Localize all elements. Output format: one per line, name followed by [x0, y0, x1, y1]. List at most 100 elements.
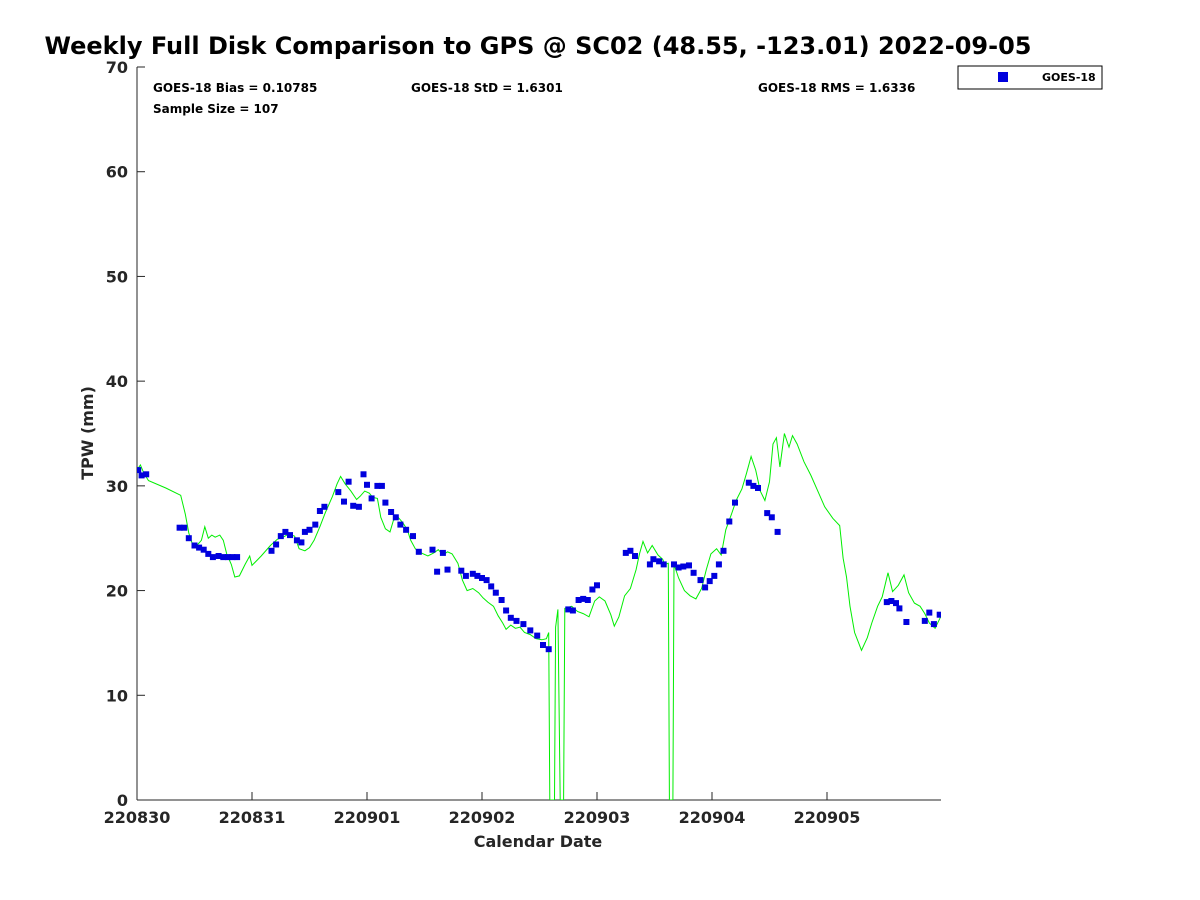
goes18-point	[434, 568, 441, 575]
goes18-point	[234, 554, 241, 561]
goes18-point	[138, 472, 145, 479]
goes18-point	[224, 554, 231, 561]
goes18-point	[936, 611, 941, 618]
goes18-point	[439, 549, 446, 556]
goes18-point	[930, 621, 937, 628]
goes18-point	[498, 597, 505, 603]
goes18-point	[287, 532, 293, 539]
y-tick-label: 30	[106, 477, 128, 496]
goes18-point	[565, 606, 572, 613]
goes18-point	[627, 547, 634, 554]
y-tick-label: 70	[106, 58, 128, 77]
goes18-point	[209, 554, 216, 561]
goes18-point	[277, 533, 284, 540]
goes18-point	[921, 617, 928, 624]
x-tick-label: 220901	[334, 808, 401, 827]
goes18-point	[745, 479, 752, 486]
y-tick-label: 0	[117, 791, 128, 810]
goes18-point	[293, 537, 300, 544]
goes18-point	[312, 521, 319, 528]
x-tick-label: 220831	[219, 808, 286, 827]
goes18-point	[569, 607, 576, 614]
plot-area: 0 10 20 30 40 50 60 70 220830 220831 220901 220902 2…	[104, 58, 941, 827]
goes18-point	[469, 570, 476, 577]
goes18-point	[282, 528, 289, 535]
goes18-point	[306, 526, 313, 533]
goes18-point	[388, 509, 395, 515]
goes18-point	[176, 524, 183, 531]
goes18-point	[479, 575, 485, 581]
goes18-point	[680, 563, 687, 570]
goes18-point	[768, 514, 775, 521]
goes18-point	[181, 524, 188, 531]
goes18-point	[200, 546, 207, 553]
goes18-point	[392, 514, 399, 521]
goes18-point	[335, 489, 342, 496]
goes18-point	[774, 528, 781, 535]
y-tick-label: 10	[106, 686, 128, 705]
goes18-point	[368, 495, 375, 502]
goes18-point	[697, 577, 704, 584]
goes18-point	[650, 556, 657, 563]
goes18-point	[360, 471, 367, 478]
legend: GOES-18	[957, 65, 1103, 90]
goes18-point	[893, 600, 899, 607]
goes18-point	[229, 554, 236, 561]
goes18-point	[403, 526, 410, 533]
chart-title: Weekly Full Disk Comparison to GPS @ SC0…	[45, 32, 1032, 60]
goes18-point	[660, 561, 667, 568]
goes18-point	[584, 597, 591, 603]
y-tick-label: 20	[106, 582, 128, 601]
legend-marker-goes18	[998, 72, 1008, 82]
goes18-point	[488, 583, 495, 590]
y-axis-label: TPW (mm)	[78, 386, 97, 480]
goes18-point	[671, 561, 677, 568]
goes18-point	[301, 528, 308, 535]
goes18-point	[534, 632, 541, 639]
goes18-point	[196, 544, 203, 551]
x-tick-label: 220903	[564, 808, 631, 827]
goes18-point	[143, 471, 150, 478]
goes18-point	[755, 485, 761, 491]
goes18-point	[429, 546, 436, 553]
goes18-point	[507, 614, 514, 621]
x-tick-label: 220902	[449, 808, 516, 827]
goes18-point	[220, 554, 227, 561]
goes18-point	[690, 569, 697, 576]
goes18-point	[883, 599, 890, 606]
goes18-point	[888, 598, 895, 604]
x-tick-label: 220830	[104, 808, 171, 827]
goes18-point	[321, 503, 328, 510]
goes18-point	[726, 518, 733, 525]
goes18-point	[397, 521, 404, 528]
stat-bias: GOES-18 Bias = 0.10785	[153, 81, 317, 95]
legend-box	[957, 65, 1103, 90]
goes18-point	[594, 582, 600, 589]
goes18-point	[545, 646, 552, 653]
goes18-point	[316, 508, 323, 514]
goes18-point	[926, 609, 933, 616]
x-tick-label: 220905	[794, 808, 861, 827]
goes18-point	[298, 539, 305, 546]
goes18-point	[378, 482, 385, 489]
goes18-point	[715, 561, 722, 568]
goes18-point	[575, 597, 582, 603]
goes18-point	[483, 577, 490, 584]
goes18-point	[374, 482, 381, 489]
goes18-point	[364, 481, 370, 488]
goes18-point	[341, 498, 347, 505]
goes18-point	[589, 586, 596, 593]
goes18-point	[137, 467, 142, 474]
goes18-point	[268, 547, 275, 554]
goes18-point	[656, 558, 663, 565]
goes18-point	[646, 561, 653, 568]
goes18-point	[622, 549, 629, 556]
goes18-point	[764, 510, 771, 517]
goes18-point	[520, 621, 527, 628]
y-tick-label: 40	[106, 372, 128, 391]
goes18-point	[540, 642, 546, 648]
legend-label-goes18: GOES-18	[1042, 71, 1096, 84]
goes18-point	[415, 548, 422, 555]
goes18-point	[711, 572, 718, 579]
